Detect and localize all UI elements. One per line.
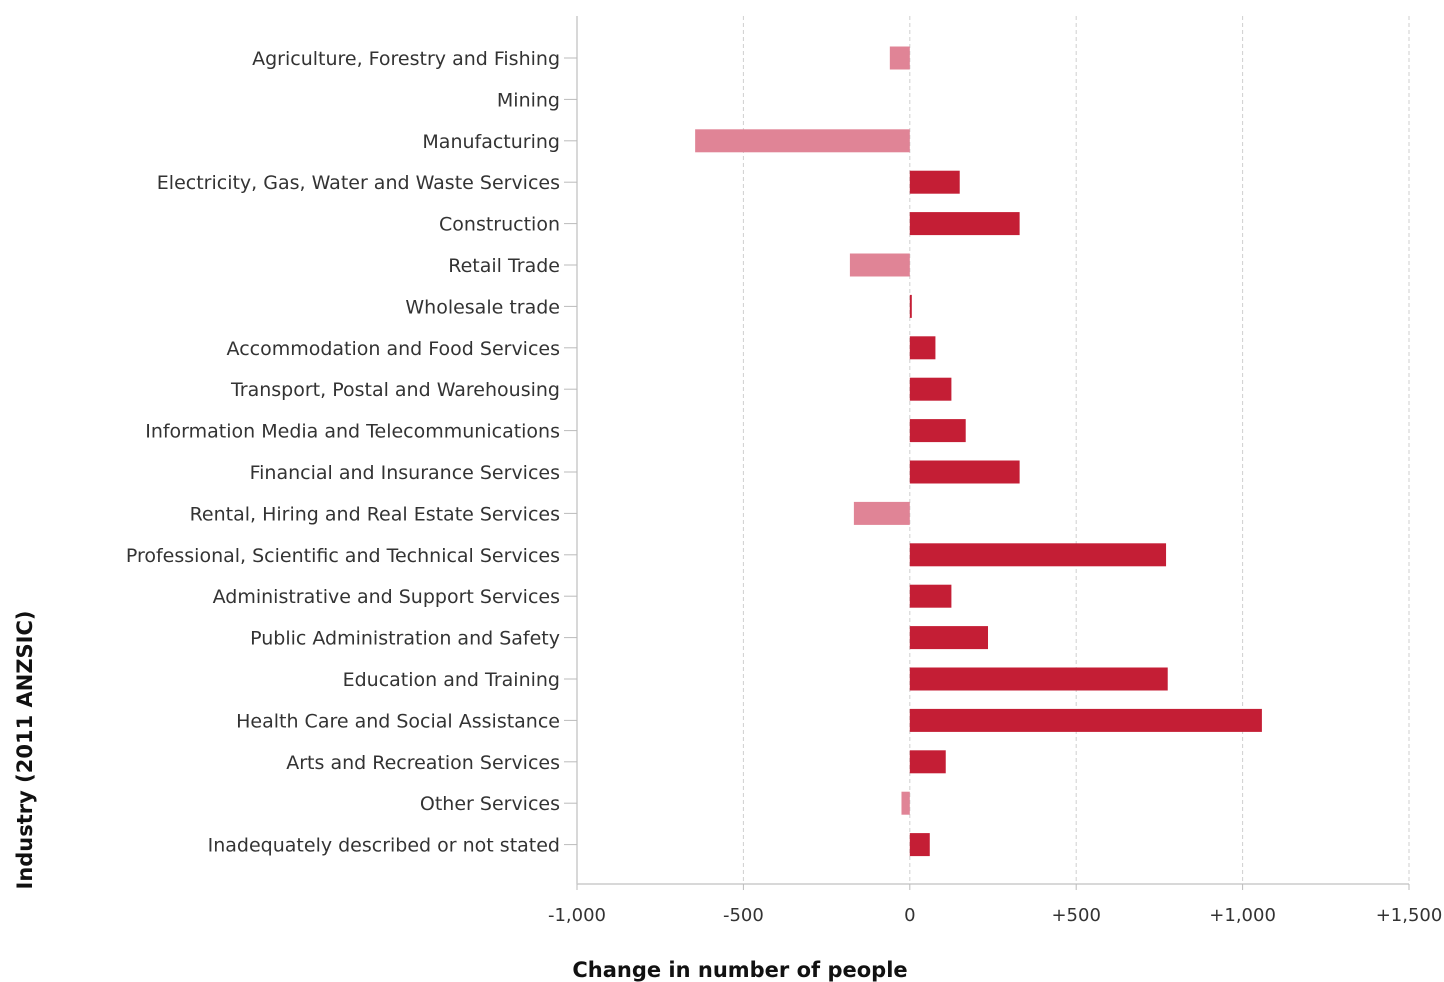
bar-18 <box>909 750 946 774</box>
bar-11 <box>909 460 1020 484</box>
category-label-3: Manufacturing <box>422 131 560 153</box>
category-label-14: Administrative and Support Services <box>213 586 560 608</box>
category-label-16: Education and Training <box>343 669 560 691</box>
category-label-4: Electricity, Gas, Water and Waste Servic… <box>157 172 560 194</box>
category-label-20: Inadequately described or not stated <box>208 835 560 857</box>
category-label-5: Construction <box>439 214 560 236</box>
bar-14 <box>909 584 952 608</box>
category-label-7: Wholesale trade <box>405 296 560 318</box>
category-label-11: Financial and Insurance Services <box>250 462 560 484</box>
bar-7 <box>909 294 912 318</box>
bars-layer <box>695 46 1262 857</box>
bar-20 <box>909 833 930 857</box>
category-label-1: Agriculture, Forestry and Fishing <box>252 48 560 70</box>
bar-1 <box>889 46 910 70</box>
bar-6 <box>849 253 910 277</box>
category-label-17: Health Care and Social Assistance <box>236 710 560 732</box>
category-label-9: Transport, Postal and Warehousing <box>230 379 560 401</box>
axes-layer <box>564 16 1410 890</box>
category-label-12: Rental, Hiring and Real Estate Services <box>190 503 560 525</box>
x-axis-title: Change in number of people <box>572 958 907 982</box>
category-label-8: Accommodation and Food Services <box>227 338 560 360</box>
bar-9 <box>909 377 952 401</box>
bar-8 <box>909 336 936 360</box>
x-tick-label-2: 0 <box>904 905 915 926</box>
bar-3 <box>695 129 910 153</box>
category-label-19: Other Services <box>420 793 560 815</box>
bar-5 <box>909 212 1020 236</box>
bar-16 <box>909 667 1168 691</box>
y-axis-title: Industry (2011 ANZSIC) <box>13 611 37 890</box>
category-label-15: Public Administration and Safety <box>250 628 560 650</box>
grid-layer <box>742 16 1410 884</box>
x-tick-label-4: +1,000 <box>1209 905 1276 926</box>
bar-13 <box>909 543 1167 567</box>
x-tick-label-0: -1,000 <box>548 905 606 926</box>
labels-layer: -1,000 -500 0 +500 +1,000 +1,500 Agriculture, … <box>126 48 1442 926</box>
x-tick-label-5: +1,500 <box>1376 905 1443 926</box>
category-label-10: Information Media and Telecommunications <box>145 421 560 443</box>
category-label-18: Arts and Recreation Services <box>286 752 560 774</box>
x-tick-label-1: -500 <box>723 905 764 926</box>
category-label-2: Mining <box>497 89 560 111</box>
bar-10 <box>909 419 966 443</box>
bar-17 <box>909 708 1262 732</box>
x-tick-label-3: +500 <box>1051 905 1100 926</box>
bar-15 <box>909 626 989 650</box>
category-label-13: Professional, Scientific and Technical S… <box>126 545 560 567</box>
bar-12 <box>853 501 910 525</box>
bar-4 <box>909 170 960 194</box>
bar-19 <box>901 791 910 815</box>
category-label-6: Retail Trade <box>448 255 560 277</box>
